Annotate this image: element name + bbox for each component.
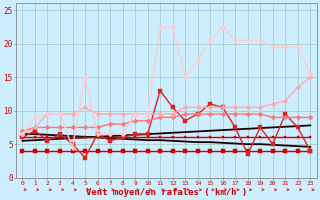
X-axis label: Vent moyen/en rafales ( km/h ): Vent moyen/en rafales ( km/h ) xyxy=(86,188,247,197)
